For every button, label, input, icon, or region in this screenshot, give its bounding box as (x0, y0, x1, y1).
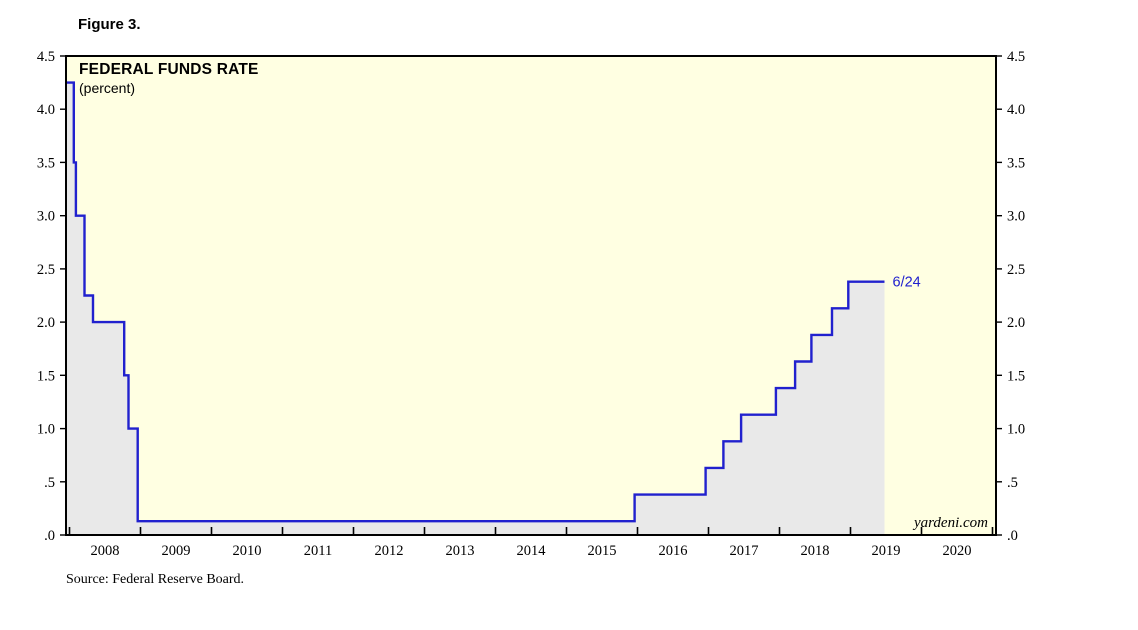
x-axis-label: 2012 (375, 543, 404, 559)
chart-subtitle: (percent) (79, 80, 136, 96)
y-axis-label-right: 4.0 (1007, 102, 1025, 118)
y-axis-label-right: .0 (1007, 528, 1018, 544)
fed-funds-rate-line (66, 81, 885, 523)
y-axis-label-right: 3.5 (1007, 155, 1025, 171)
x-axis-label: 2019 (872, 543, 901, 559)
x-axis-label: 2014 (517, 543, 547, 559)
x-axis-label: 2015 (588, 543, 617, 559)
y-axis-label-left: 4.0 (37, 102, 55, 118)
y-axis-label-left: 3.5 (37, 155, 55, 171)
area-under-rate-line (66, 82, 885, 535)
x-axis-label: 2018 (801, 543, 830, 559)
x-axis-label: 2010 (233, 543, 262, 559)
x-axis-label: 2020 (943, 543, 972, 559)
plot-border (65, 55, 997, 536)
y-axis-label-right: 4.5 (1007, 49, 1025, 65)
x-axis-label: 2011 (304, 543, 332, 559)
source-note: Source: Federal Reserve Board. (66, 572, 245, 587)
watermark: yardeni.com (912, 515, 988, 531)
y-axis-label-right: .5 (1007, 475, 1018, 491)
chart-title: FEDERAL FUNDS RATE (79, 61, 259, 78)
x-axis-label: 2008 (91, 543, 120, 559)
y-axis-label-right: 3.0 (1007, 209, 1025, 225)
y-axis-label-left: 4.5 (37, 49, 55, 65)
y-axis-label-left: 2.5 (37, 262, 55, 278)
y-axis-label-right: 2.0 (1007, 315, 1025, 331)
x-axis-label: 2017 (730, 543, 759, 559)
y-axis-label-left: .0 (44, 528, 55, 544)
x-axis-label: 2009 (162, 543, 191, 559)
y-axis-label-right: 1.0 (1007, 422, 1025, 438)
y-axis-label-left: 2.0 (37, 315, 55, 331)
latest-value-label: 6/24 (893, 275, 921, 291)
x-axis-label: 2013 (446, 543, 475, 559)
y-axis-label-right: 2.5 (1007, 262, 1025, 278)
y-axis-label-right: 1.5 (1007, 368, 1025, 384)
x-axis-label: 2016 (659, 543, 688, 559)
y-axis-label-left: 1.0 (37, 422, 55, 438)
figure-label: Figure 3. (78, 16, 141, 33)
y-axis-label-left: 3.0 (37, 209, 55, 225)
y-axis-label-left: .5 (44, 475, 55, 491)
y-axis-label-left: 1.5 (37, 368, 55, 384)
